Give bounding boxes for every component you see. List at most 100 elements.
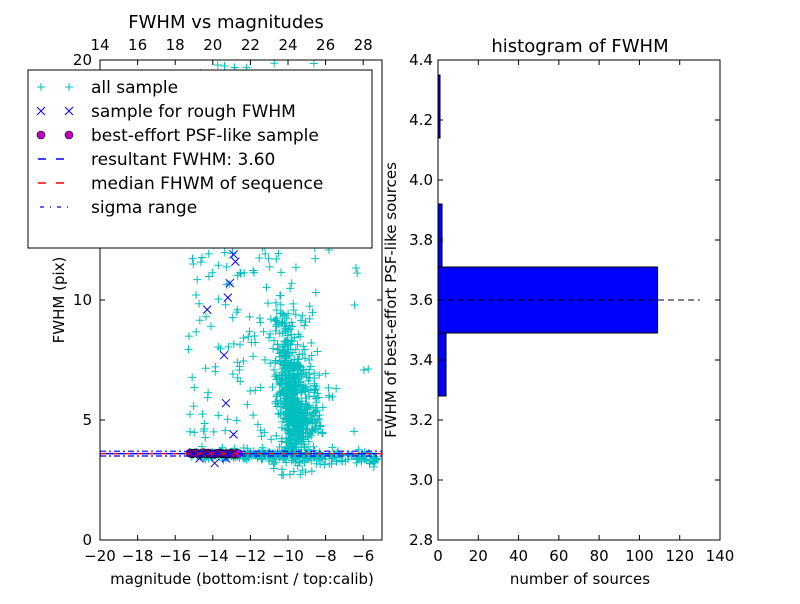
- legend: all sample sample for rough FWHM best-effo…: [27, 69, 373, 249]
- all-sample-marker: [221, 300, 230, 309]
- all-sample-marker: [228, 369, 237, 378]
- x-tick-label: 140: [706, 547, 735, 565]
- all-sample-marker: [275, 442, 284, 451]
- circle-marker-icon: [64, 130, 74, 140]
- legend-label: best-effort PSF-like sample: [91, 126, 319, 146]
- y-tick-label: 3.4: [409, 351, 433, 369]
- all-sample-marker: [242, 455, 251, 464]
- all-sample-marker: [184, 345, 193, 354]
- histogram-title: histogram of FWHM: [491, 36, 668, 57]
- all-sample-marker: [236, 268, 245, 277]
- all-sample-marker: [258, 443, 267, 452]
- legend-label: sigma range: [91, 198, 197, 218]
- all-sample-marker: [269, 460, 278, 469]
- all-sample-marker: [193, 275, 202, 284]
- all-sample-marker: [247, 338, 256, 347]
- all-sample-marker: [204, 249, 213, 258]
- x-tick-label: −18: [122, 547, 154, 565]
- all-sample-marker: [283, 421, 292, 430]
- legend-box: [27, 69, 373, 249]
- all-sample-marker: [315, 421, 324, 430]
- all-sample-marker: [288, 322, 297, 331]
- rough-sample-marker: [210, 458, 220, 468]
- all-sample-marker: [300, 354, 309, 363]
- all-sample-marker: [232, 308, 241, 317]
- all-sample-marker: [298, 408, 307, 417]
- histogram-panel: 0 20 40 60 80 100 120 140 2.8 3.0 3.2 3.4 3.6 3.8 4.0 4…: [382, 36, 734, 588]
- all-sample-marker: [308, 308, 317, 317]
- all-sample-marker: [190, 383, 199, 392]
- all-sample-marker: [265, 262, 274, 271]
- all-sample-marker: [249, 411, 258, 420]
- all-sample-marker: [228, 313, 237, 322]
- all-sample-marker: [328, 392, 337, 401]
- all-sample-marker: [272, 392, 281, 401]
- all-sample-marker: [271, 372, 280, 381]
- legend-entry: all sample: [37, 78, 178, 98]
- all-sample-marker: [275, 329, 284, 338]
- all-sample-marker: [286, 359, 295, 368]
- all-sample-marker: [341, 457, 350, 466]
- all-sample-marker: [271, 298, 280, 307]
- all-sample-marker: [305, 302, 314, 311]
- all-sample-marker: [271, 356, 280, 365]
- all-sample-marker: [233, 358, 242, 367]
- all-sample-marker: [307, 338, 316, 347]
- all-sample-marker: [288, 336, 297, 345]
- all-sample-marker: [304, 445, 313, 454]
- all-sample-marker: [332, 457, 341, 466]
- all-sample-marker: [310, 374, 319, 383]
- all-sample-marker: [214, 261, 223, 270]
- all-sample-marker: [305, 430, 314, 439]
- x-tick-label: 20: [469, 547, 488, 565]
- all-sample-marker: [209, 427, 218, 436]
- all-sample-marker: [296, 470, 305, 479]
- all-sample-marker: [301, 385, 310, 394]
- all-sample-marker: [202, 312, 211, 321]
- all-sample-marker: [303, 413, 312, 422]
- all-sample-marker: [236, 269, 245, 278]
- all-sample-marker: [269, 344, 278, 353]
- all-sample-marker: [297, 363, 306, 372]
- x-tick-label: −16: [159, 547, 191, 565]
- all-sample-marker: [269, 451, 278, 460]
- all-sample-marker: [211, 367, 220, 376]
- histogram-bar: [437, 332, 447, 397]
- all-sample-marker: [300, 321, 309, 330]
- all-sample-marker: [290, 390, 299, 399]
- all-sample-marker: [246, 386, 255, 395]
- y-tick-label: 3.8: [409, 231, 433, 249]
- all-sample-marker: [276, 396, 285, 405]
- all-sample-marker: [243, 448, 252, 457]
- all-sample-marker: [307, 431, 316, 440]
- all-sample-marker: [285, 446, 294, 455]
- all-sample-marker: [272, 306, 281, 315]
- legend-entry: sample for rough FWHM: [36, 102, 296, 122]
- all-sample-marker: [278, 318, 287, 327]
- all-sample-marker: [326, 450, 335, 459]
- all-sample-marker: [271, 399, 280, 408]
- all-sample-marker: [249, 352, 258, 361]
- all-sample-marker: [264, 299, 273, 308]
- all-sample-marker: [315, 411, 324, 420]
- x-tick-label: −14: [197, 547, 229, 565]
- all-sample-marker: [260, 355, 269, 364]
- all-sample-marker: [325, 391, 334, 400]
- all-sample-marker: [198, 253, 207, 262]
- all-sample-marker: [284, 434, 293, 443]
- all-sample-marker: [271, 316, 280, 325]
- all-sample-marker: [360, 447, 369, 456]
- all-sample-marker: [192, 327, 201, 336]
- all-sample-marker: [309, 442, 318, 451]
- all-sample-marker: [270, 365, 279, 374]
- rough-sample-marker: [229, 250, 238, 259]
- all-sample-marker: [279, 403, 288, 412]
- all-sample-marker: [189, 402, 198, 411]
- all-sample-marker: [195, 316, 204, 325]
- all-sample-marker: [297, 399, 306, 408]
- rough-sample-marker: [202, 305, 212, 314]
- all-sample-marker: [255, 314, 264, 323]
- x-marker-icon: [64, 106, 74, 116]
- rough-sample-marker: [223, 293, 233, 302]
- all-sample-marker: [320, 460, 329, 469]
